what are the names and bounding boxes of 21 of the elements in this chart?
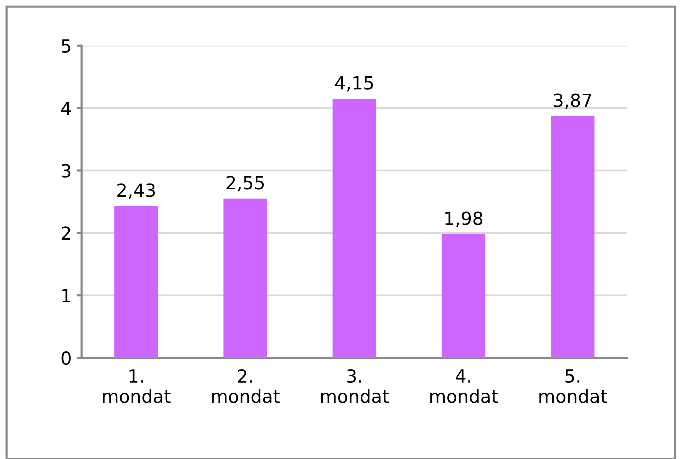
bar [551,116,595,358]
x-tick-label: 1. mondat [103,370,171,404]
data-label: 2,43 [118,184,156,200]
x-tick-label: 2. mondat [212,369,280,404]
y-tick-label: 5 [62,40,71,54]
x-tick-label: 4. mondat [430,370,498,404]
x-tick-label: 3. mondat [321,369,390,404]
bar [224,198,268,358]
y-tick-label: 2 [62,226,70,240]
y-tick-label: 0 [62,351,71,366]
data-label: 4,15 [335,76,374,92]
bar [442,234,486,358]
x-tick-label: 5. mondat [540,370,608,404]
data-label: 3,87 [554,94,592,110]
bar [114,206,158,358]
data-label: 1,98 [446,212,483,228]
data-label: 2,55 [226,176,264,192]
y-tick-label: 1 [62,289,70,302]
bar [332,98,376,358]
y-tick-label: 3 [62,164,71,178]
y-tick-label: 4 [62,102,72,116]
